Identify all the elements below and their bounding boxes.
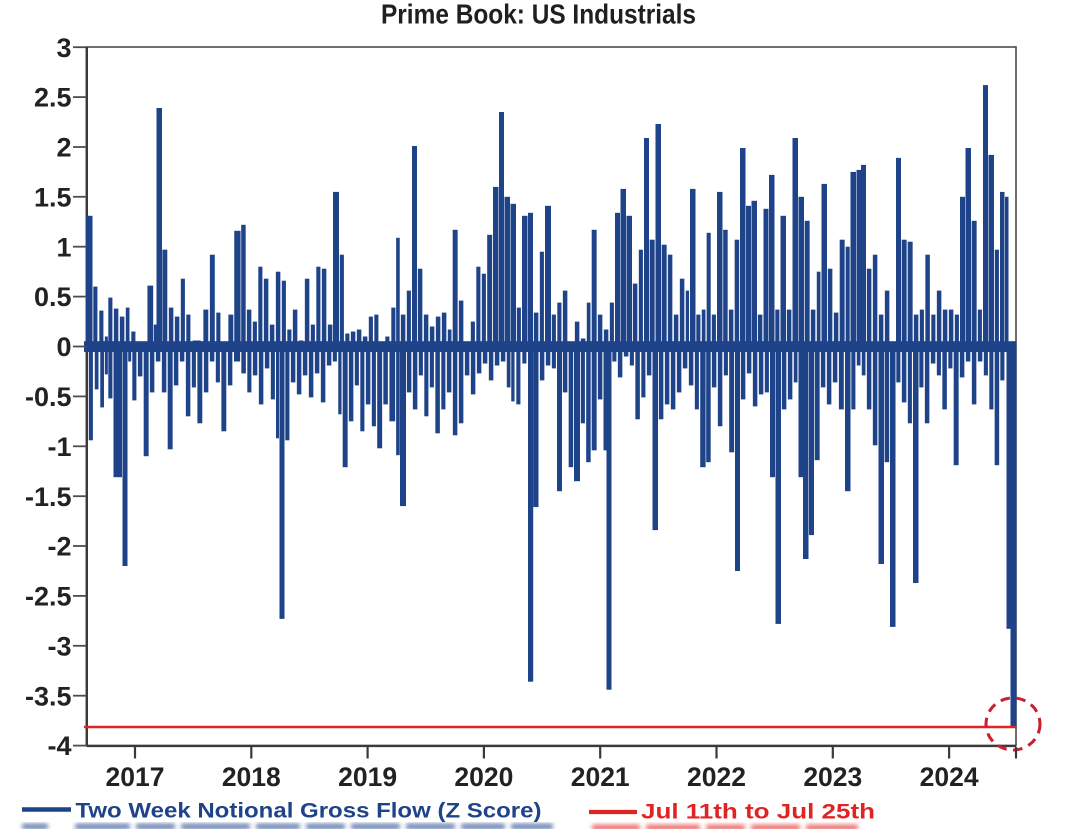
- svg-text:0: 0: [56, 332, 71, 362]
- svg-text:0.5: 0.5: [34, 282, 72, 312]
- svg-text:-0.5: -0.5: [25, 382, 72, 412]
- svg-text:2018: 2018: [222, 762, 281, 792]
- svg-text:2017: 2017: [106, 762, 165, 792]
- svg-text:-2.5: -2.5: [25, 582, 72, 612]
- svg-text:2023: 2023: [803, 762, 862, 792]
- svg-text:-2: -2: [47, 532, 71, 562]
- svg-text:1.5: 1.5: [34, 182, 72, 212]
- svg-text:2024: 2024: [920, 762, 979, 792]
- svg-text:Prime Book: US Industrials: Prime Book: US Industrials: [381, 0, 696, 30]
- svg-text:-1.5: -1.5: [25, 482, 72, 512]
- svg-text:2022: 2022: [687, 762, 746, 792]
- svg-text:1: 1: [56, 232, 71, 262]
- svg-text:-1: -1: [47, 432, 71, 462]
- svg-text:2020: 2020: [454, 762, 513, 792]
- svg-text:2: 2: [56, 133, 71, 163]
- svg-text:-4: -4: [47, 731, 71, 761]
- svg-text:2.5: 2.5: [34, 83, 72, 113]
- svg-text:2021: 2021: [571, 762, 630, 792]
- svg-text:-3: -3: [47, 631, 71, 661]
- svg-text:Jul 11th to Jul 25th: Jul 11th to Jul 25th: [641, 800, 875, 824]
- svg-text:3: 3: [56, 33, 71, 63]
- svg-text:2019: 2019: [338, 762, 397, 792]
- svg-text:Two Week Notional Gross Flow (: Two Week Notional Gross Flow (Z Score): [76, 799, 542, 823]
- svg-text:-3.5: -3.5: [25, 681, 72, 711]
